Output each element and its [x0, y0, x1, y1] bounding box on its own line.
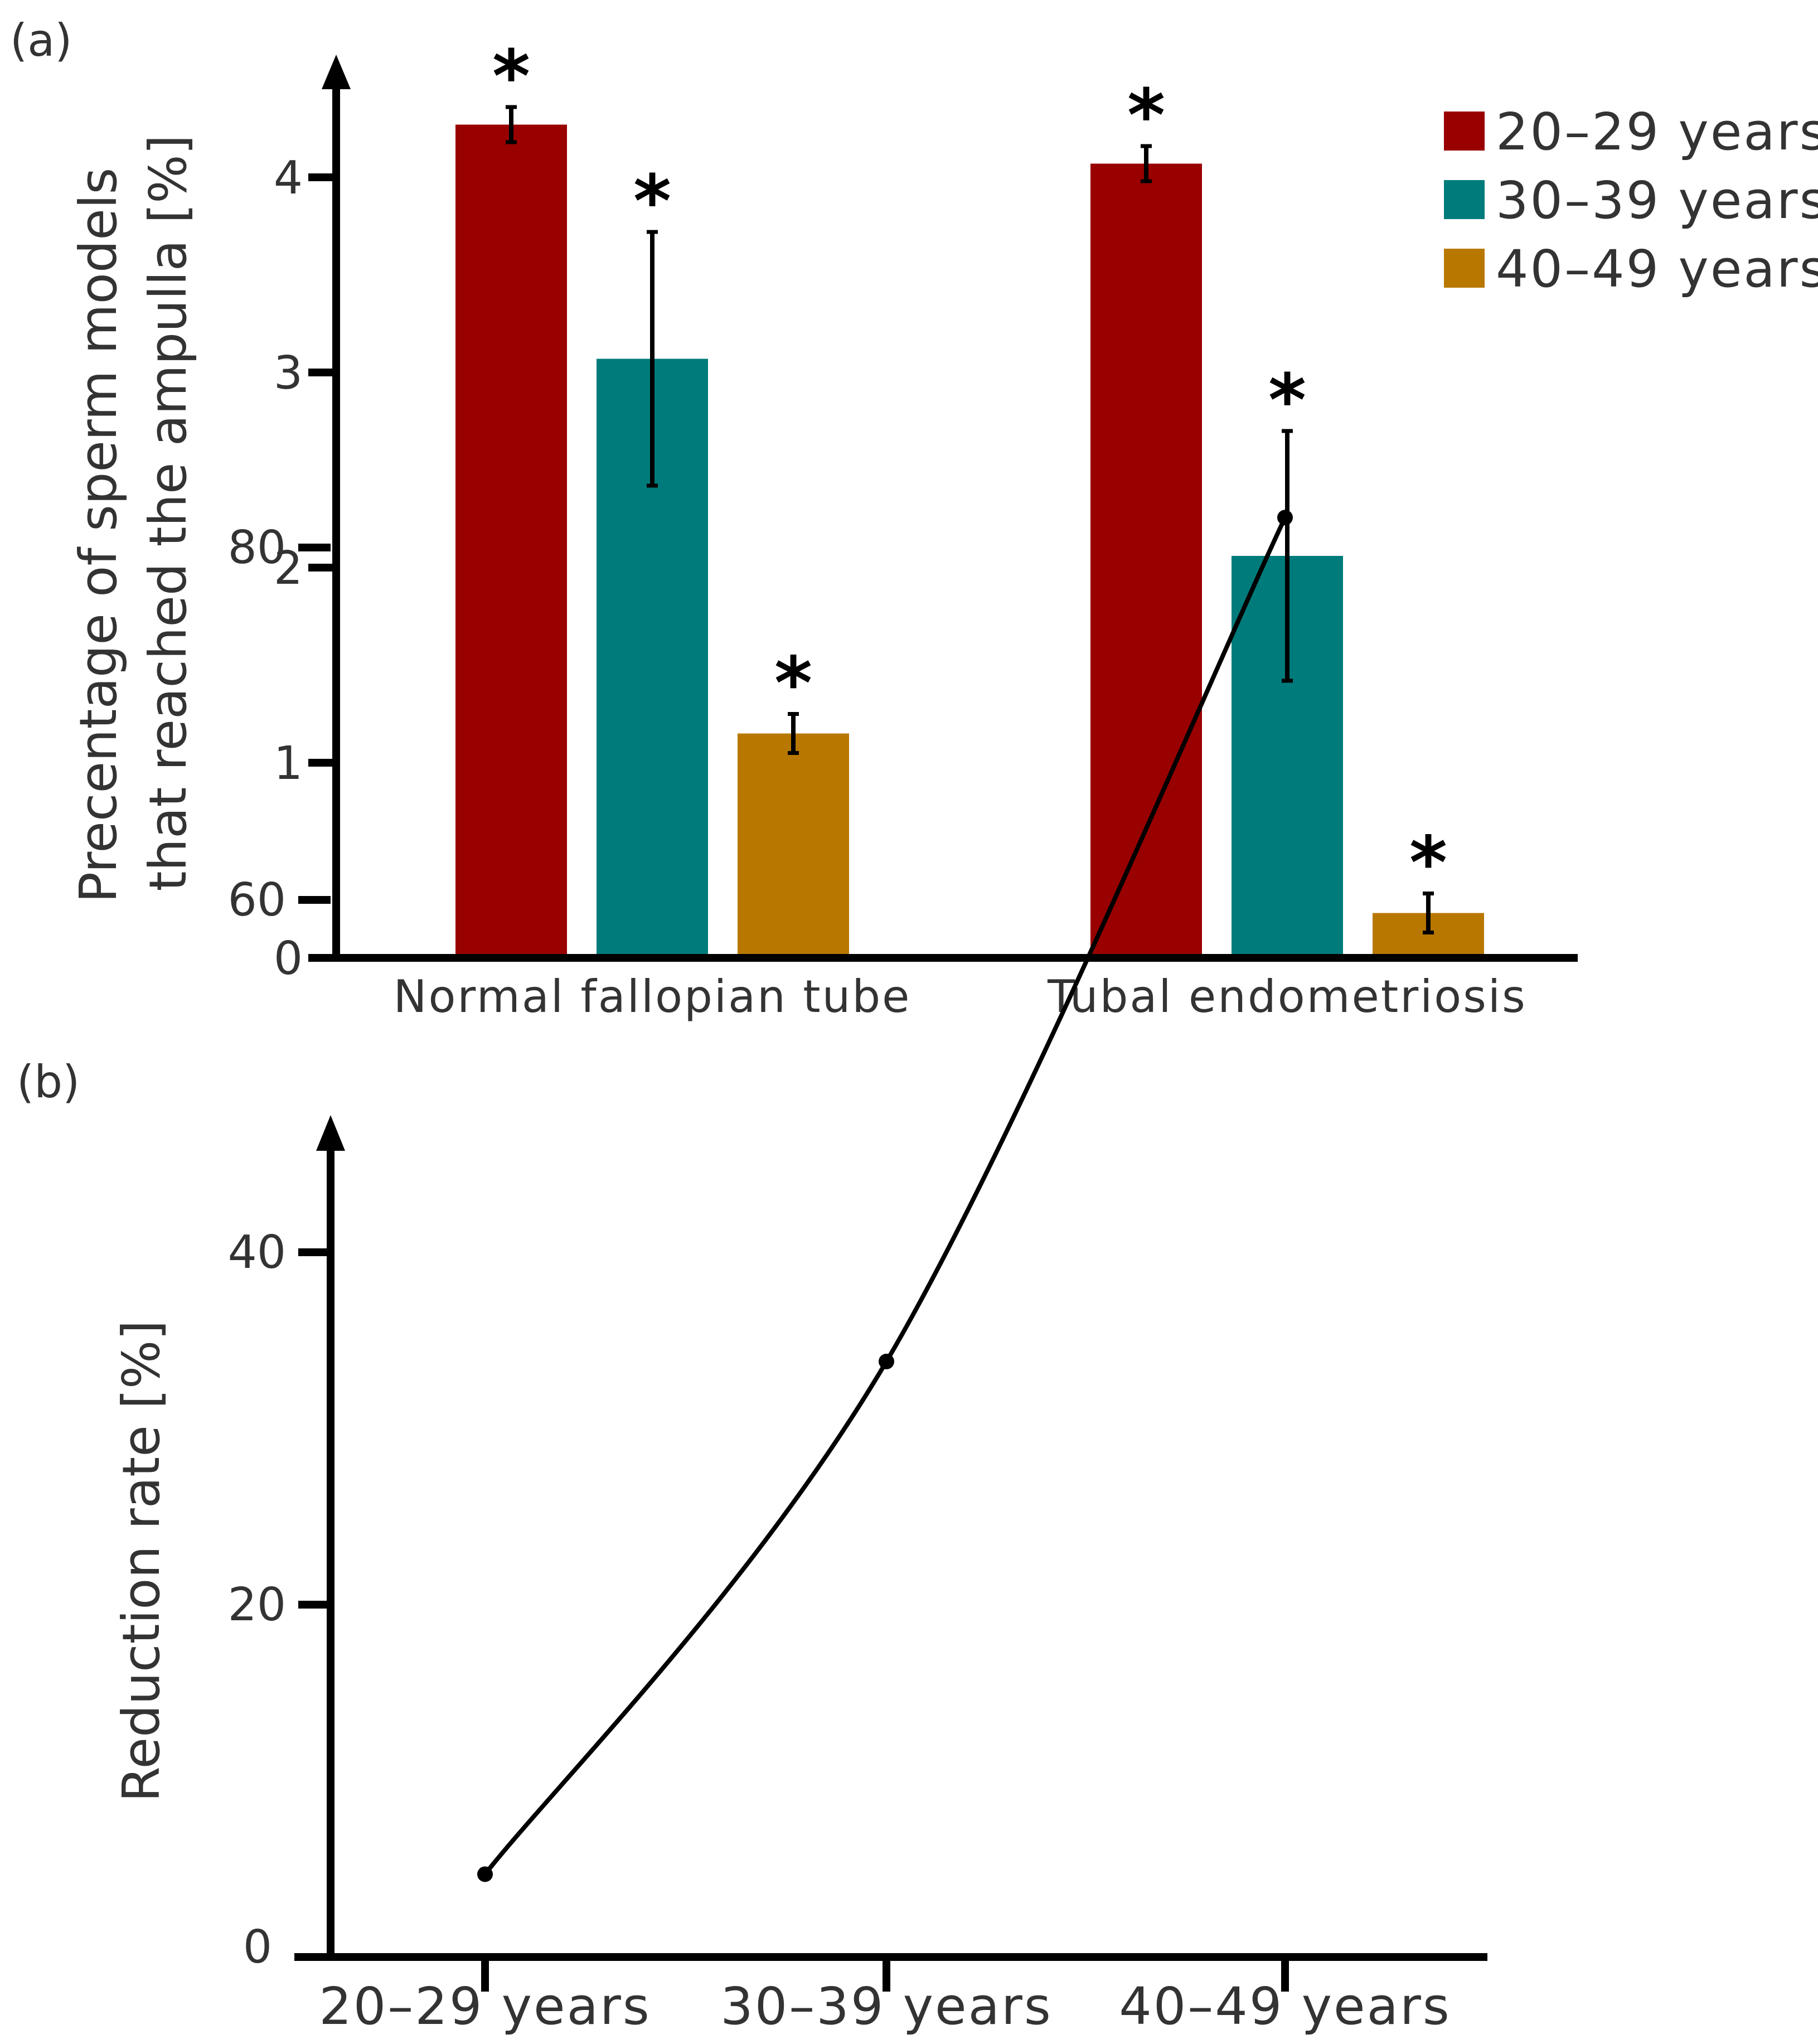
panel-a-bars [455, 124, 1484, 958]
panel-a-y-tick-label: 1 [274, 737, 303, 790]
panel-a-significance-star: * [1268, 358, 1306, 443]
panel-a-significance-markers: * * * * * * [492, 34, 1447, 905]
panel-a-y-tick-label: 0 [274, 932, 303, 985]
panel-a-significance-star: * [633, 159, 671, 244]
panel-a-bar [1090, 163, 1202, 958]
panel-a-ylabel-line1: Precentage of sperm models [69, 168, 128, 903]
panel-a-ylabel-line2: that reached the ampulla [%] [138, 135, 198, 892]
panel-a-category-label: Normal fallopian tube [394, 971, 912, 1023]
panel-a-legend-swatch [1444, 249, 1485, 288]
panel-b-x-tick-label: 20–29 years [319, 1977, 651, 2036]
panel-a: (a) Precentage of sperm models that reac… [10, 14, 1818, 1023]
panel-a-legend-swatch [1444, 112, 1485, 151]
panel-a-significance-star: * [1127, 73, 1165, 158]
panel-b-data-point [477, 1866, 493, 1882]
panel-b-y-tick-label: 20 [228, 1578, 286, 1631]
panel-b-ylabel: Reduction rate [%] [111, 1320, 171, 1802]
panel-a-y-ticks: 0 1 2 3 4 [274, 152, 336, 985]
panel-a-significance-star: * [1409, 821, 1447, 905]
panel-b-y-tick-label: 60 [228, 874, 286, 927]
panel-b-y-tick-label: 40 [228, 1226, 286, 1279]
panel-a-y-axis-arrow [322, 55, 351, 89]
panel-a-y-tick-label: 4 [274, 152, 303, 205]
panel-a-label: (a) [10, 14, 72, 66]
panel-a-legend: 20–29 years 30–39 years 40–49 years [1444, 102, 1818, 299]
panel-b-x-tick-label: 40–49 years [1119, 1977, 1451, 2036]
panel-a-bar [455, 124, 567, 958]
panel-b-y-axis-arrow [316, 1115, 345, 1151]
panel-b-x-tick-label: 30–39 years [720, 1977, 1053, 2036]
panel-a-legend-swatch [1444, 180, 1485, 219]
panel-a-y-tick-label: 3 [274, 347, 303, 400]
panel-b-x-ticks: 20–29 years 30–39 years 40–49 years [319, 1957, 1451, 2036]
panel-a-significance-star: * [774, 641, 812, 726]
panel-a-y-tick-label: 2 [274, 542, 303, 595]
panel-a-bar [738, 733, 849, 958]
panel-b-label: (b) [17, 1056, 80, 1108]
panel-a-legend-label: 40–49 years [1496, 239, 1818, 299]
panel-a-significance-star: * [492, 34, 530, 119]
panel-b-data-point [879, 1353, 894, 1369]
panel-a-legend-label: 30–39 years [1496, 171, 1818, 230]
panel-b-y-tick-label: 0 [243, 1921, 272, 1974]
panel-a-category-labels: Normal fallopian tube Tubal endometriosis [394, 971, 1527, 1023]
panel-b-data-point [1277, 510, 1293, 526]
panel-a-axes [308, 55, 1578, 962]
panel-a-legend-label: 20–29 years [1496, 102, 1818, 162]
panel-b-series-line [483, 516, 1287, 1876]
panel-b-axes [294, 1115, 1487, 1961]
panel-b-series [477, 510, 1293, 1882]
panel-b-y-tick-label: 80 [228, 521, 286, 574]
panel-a-category-label: Tubal endometriosis [1047, 971, 1527, 1023]
panel-a-error-bars [506, 105, 1434, 934]
